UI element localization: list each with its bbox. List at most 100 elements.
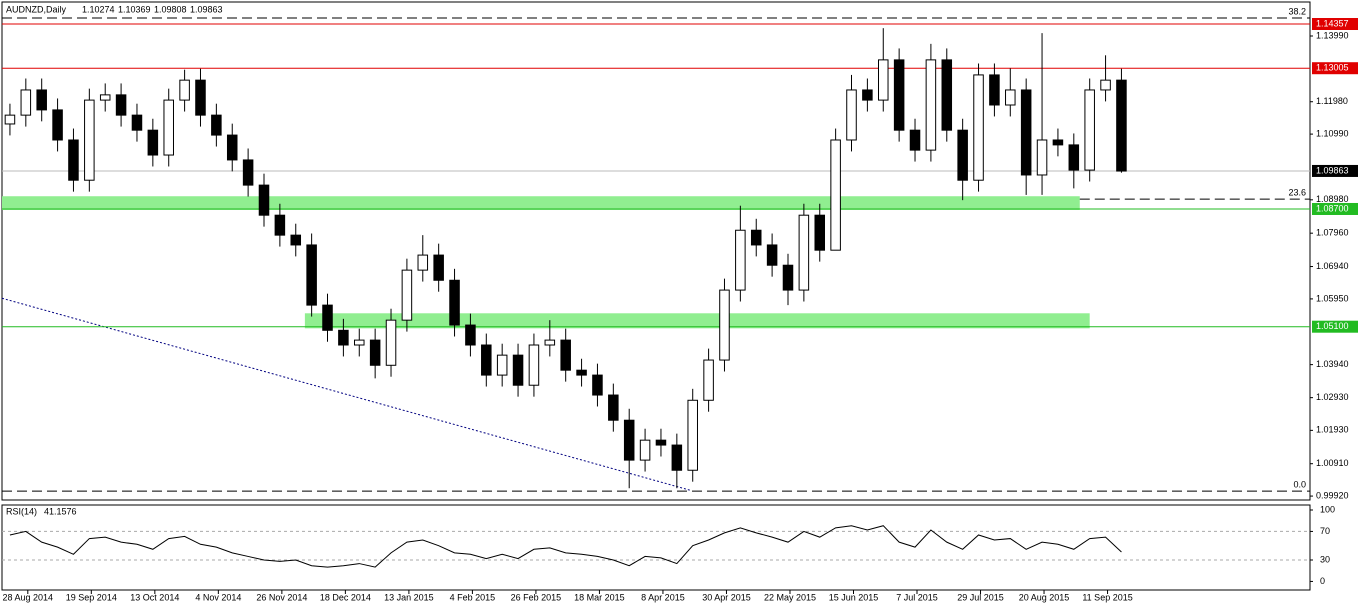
candle-body — [703, 359, 714, 401]
candle-body — [354, 339, 365, 346]
y-tick-label: 1.08980 — [1316, 194, 1349, 204]
rsi-line — [9, 525, 1122, 568]
candle-body — [512, 354, 524, 386]
candle-body — [242, 159, 254, 186]
candle-body — [1084, 89, 1095, 171]
candle-body — [1052, 139, 1064, 146]
candle-body — [782, 264, 794, 291]
candle-body — [893, 59, 905, 131]
candle-body — [52, 109, 63, 141]
y-tick-label: 1.05950 — [1316, 293, 1349, 303]
candle-body — [592, 374, 603, 396]
candle-body — [1005, 89, 1016, 106]
candle-body — [274, 214, 286, 236]
candle-body — [814, 214, 826, 251]
x-tick-label: 15 Jun 2015 — [829, 592, 879, 602]
x-tick-label: 13 Oct 2014 — [130, 592, 179, 602]
candle-body — [369, 339, 381, 366]
level-label: 1.14357 — [1316, 18, 1349, 28]
level-box — [1312, 62, 1358, 75]
x-tick-label: 8 Apr 2015 — [641, 592, 685, 602]
candle-body — [735, 229, 746, 291]
candle-body — [973, 74, 984, 181]
x-tick-label: 13 Jan 2015 — [384, 592, 434, 602]
candle-body — [290, 234, 302, 246]
candle-body — [719, 289, 730, 361]
x-tick-label: 4 Feb 2015 — [450, 592, 496, 602]
rsi-panel — [1, 504, 1311, 591]
candle-body — [226, 134, 238, 161]
candle-body — [639, 439, 651, 461]
candle-body — [179, 79, 190, 101]
candle-body — [258, 184, 270, 216]
candle-body — [655, 439, 667, 446]
y-tick-label: 1.03940 — [1316, 359, 1349, 369]
candle-body — [306, 244, 317, 306]
y-tick-label: 1.01930 — [1316, 425, 1349, 435]
rsi-name: RSI(14) — [6, 506, 37, 516]
y-tick-label: 100 — [1320, 504, 1335, 514]
trendline — [1, 297, 691, 491]
candle-body — [433, 254, 444, 281]
x-tick-label: 29 Jul 2015 — [957, 592, 1004, 602]
candle-body — [830, 139, 841, 251]
x-tick-label: 26 Nov 2014 — [256, 592, 307, 602]
fib-label: 0.0 — [1293, 480, 1306, 490]
y-tick-label: 0.99920 — [1316, 490, 1349, 500]
candle-body — [338, 329, 349, 346]
candle-body — [877, 59, 889, 101]
candle-body — [608, 394, 619, 421]
candle-body — [941, 59, 953, 131]
x-tick-label: 22 May 2015 — [764, 592, 816, 602]
candle-body — [1116, 79, 1127, 172]
x-tick-label: 4 Nov 2014 — [195, 592, 241, 602]
candle-body — [20, 89, 32, 116]
current-price-label: 1.09863 — [1316, 165, 1349, 175]
header-ohlc: 1.10274 — [82, 4, 115, 14]
header-ohlc: 1.09863 — [190, 4, 223, 14]
x-tick-label: 11 Sep 2015 — [1082, 592, 1132, 602]
candle-body — [560, 339, 571, 371]
y-tick-label: 1.13990 — [1316, 30, 1349, 40]
fib-label: 23.6 — [1288, 188, 1306, 198]
candle-body — [385, 319, 397, 366]
fib-label: 38.2 — [1288, 6, 1306, 16]
candle-body — [163, 99, 174, 156]
candle-body — [1020, 89, 1032, 176]
candle-body — [925, 59, 937, 151]
x-tick-label: 30 Apr 2015 — [702, 592, 751, 602]
candle-body — [989, 74, 1000, 106]
x-tick-label: 18 Mar 2015 — [574, 592, 625, 602]
x-tick-label: 26 Feb 2015 — [511, 592, 562, 602]
x-tick-label: 20 Aug 2015 — [1019, 592, 1070, 602]
zone — [2, 196, 1080, 210]
x-tick-label: 19 Sep 2014 — [66, 592, 117, 602]
x-tick-label: 7 Jul 2015 — [896, 592, 938, 602]
candle-body — [909, 129, 921, 151]
candle-body — [401, 269, 413, 321]
y-tick-label: 1.06940 — [1316, 261, 1349, 271]
y-tick-label: 1.10990 — [1316, 128, 1349, 138]
y-tick-label: 1.07960 — [1316, 228, 1349, 238]
candle-body — [131, 114, 143, 131]
level-label: 1.05100 — [1316, 321, 1349, 331]
candle-body — [1036, 139, 1048, 176]
candle-body — [576, 369, 587, 376]
symbol-label: AUDNZD,Daily — [6, 4, 67, 14]
x-tick-label: 28 Aug 2014 — [3, 592, 54, 602]
candle-body — [544, 339, 556, 346]
price-panel — [1, 1, 1311, 501]
candle-body — [195, 79, 206, 116]
candle-body — [84, 99, 95, 181]
zone — [304, 313, 1090, 329]
candle-body — [496, 354, 508, 376]
x-tick-label: 18 Dec 2014 — [320, 592, 371, 602]
candle-body — [957, 129, 968, 181]
candle-body — [4, 114, 16, 125]
level-label: 1.13005 — [1316, 63, 1349, 73]
y-tick-label: 70 — [1320, 526, 1330, 536]
candle-body — [798, 214, 810, 291]
y-tick-label: 1.11980 — [1316, 96, 1348, 106]
candle-body — [68, 139, 79, 181]
